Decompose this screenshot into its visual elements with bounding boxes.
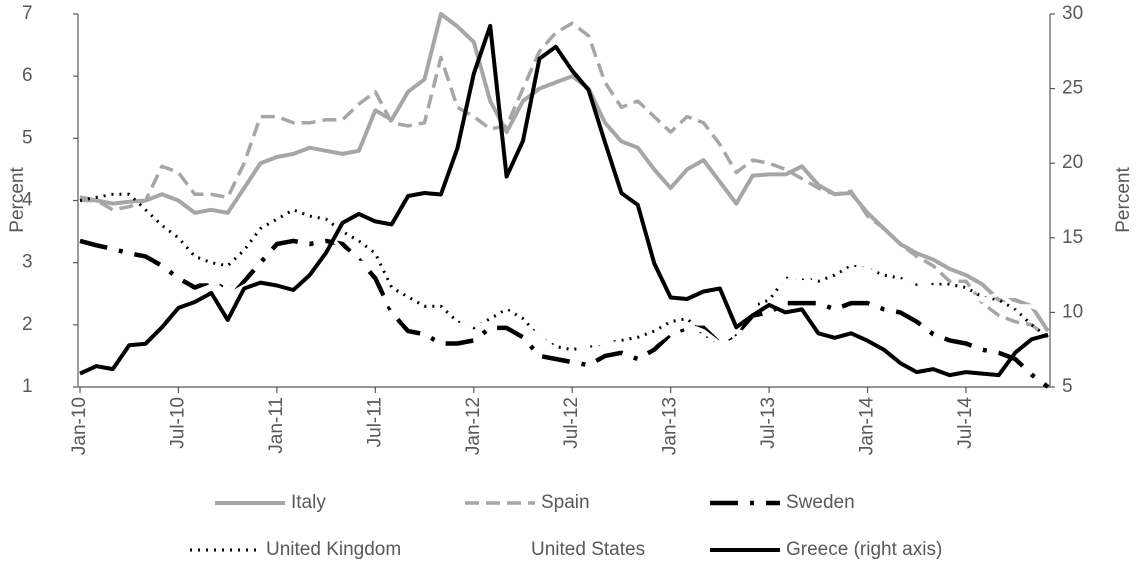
x-tick-label: Jan-12 (463, 397, 484, 455)
y-axis-label: Percent (7, 167, 28, 233)
x-tick-label: Jul-13 (758, 397, 779, 449)
y2-tick-label: 30 (1062, 3, 1083, 24)
x-tick-label: Jan-14 (857, 397, 878, 456)
y-tick-label: 1 (22, 376, 33, 397)
x-tick-label: Jan-11 (266, 397, 287, 454)
legend-label: United Kingdom (266, 539, 401, 560)
y-tick-label: 2 (22, 314, 33, 335)
y-tick-label: 5 (22, 127, 33, 148)
legend-label: Spain (541, 492, 590, 513)
legend-label: Italy (291, 492, 326, 513)
x-tick-label: Jul-12 (561, 397, 582, 449)
y-tick-label: 4 (22, 190, 33, 211)
line-series (79, 12, 1050, 333)
y2-tick-label: 15 (1062, 227, 1083, 248)
legend-label: Greece (right axis) (786, 539, 942, 560)
legend-label: Sweden (786, 492, 855, 513)
line-series (79, 192, 1049, 352)
y-tick-label: 6 (22, 65, 33, 86)
x-tick-label: Jan-13 (660, 397, 681, 455)
y2-tick-label: 25 (1062, 78, 1083, 99)
y2-tick-label: 5 (1062, 376, 1073, 397)
line-series (80, 210, 1049, 358)
y-tick-label: 3 (22, 252, 33, 273)
line-series (79, 238, 1050, 389)
x-tick-label: Jul-14 (955, 397, 976, 449)
y2-tick-label: 10 (1062, 301, 1083, 322)
y2-tick-label: 20 (1062, 152, 1083, 173)
x-tick-label: Jul-10 (167, 397, 188, 449)
line-series (80, 21, 1050, 339)
x-tick-label: Jul-11 (364, 397, 385, 447)
line-series (79, 23, 1049, 378)
legend-label: United States (531, 539, 645, 560)
y2-axis-label: Percent (1113, 167, 1134, 233)
y-tick-label: 7 (22, 3, 33, 24)
x-tick-label: Jan-10 (69, 397, 90, 455)
